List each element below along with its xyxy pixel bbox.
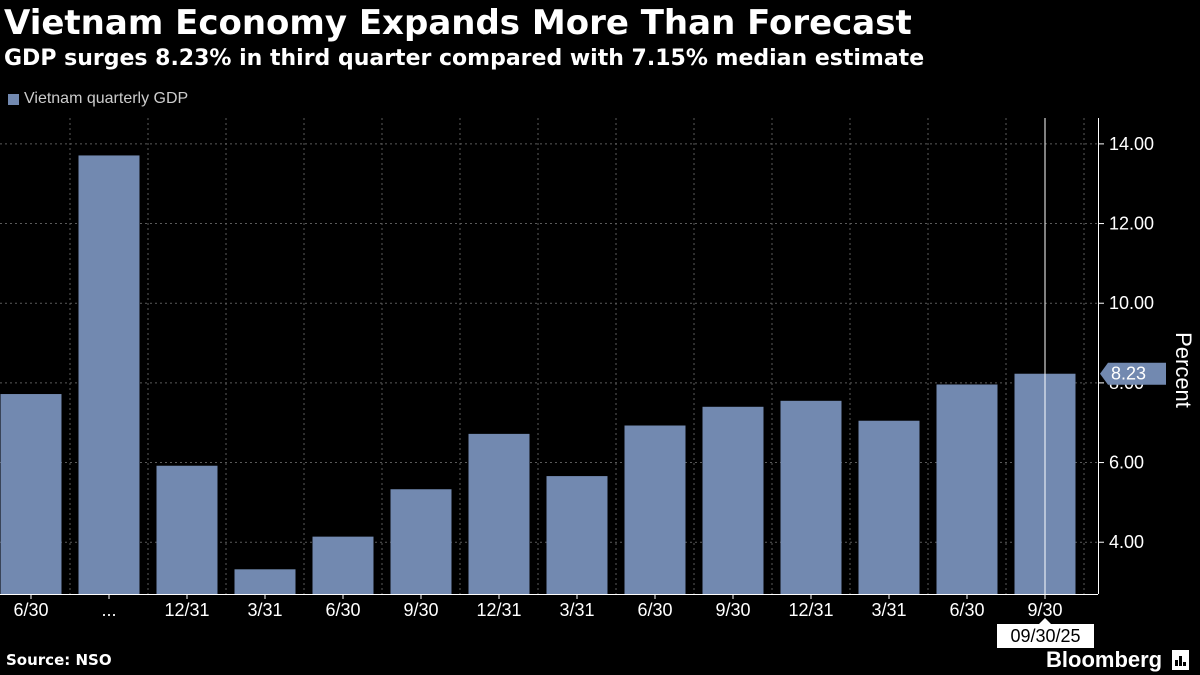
cursor-date-box (997, 624, 1094, 648)
brand-name: Bloomberg (1046, 647, 1163, 672)
bar (936, 384, 998, 594)
y-tick-label: 10.00 (1109, 293, 1154, 313)
cursor-date-pointer (1039, 618, 1051, 624)
legend: Vietnam quarterly GDP (8, 90, 188, 108)
y-tick-label: 4.00 (1109, 532, 1144, 552)
x-tick-label: 6/30 (637, 600, 672, 620)
bar (0, 394, 62, 594)
y-tick-label: 14.00 (1109, 134, 1154, 154)
x-tick-label: 6/30 (325, 600, 360, 620)
bar (858, 420, 920, 594)
bar (546, 476, 608, 594)
bar (234, 569, 296, 594)
x-tick-label: ... (101, 600, 116, 620)
bar (702, 406, 764, 594)
x-tick-label: 3/31 (871, 600, 906, 620)
bar (78, 155, 140, 594)
x-tick-label: 3/31 (247, 600, 282, 620)
legend-swatch (8, 93, 19, 105)
bar (156, 465, 218, 594)
last-value-tag (1100, 362, 1166, 385)
cursor-date-label: 09/30/25 (1010, 626, 1080, 646)
x-tick-label: 6/30 (949, 600, 984, 620)
source-label: Source: NSO (6, 651, 112, 669)
bar (468, 433, 530, 594)
x-tick-label: 6/30 (13, 600, 48, 620)
x-tick-label: 9/30 (403, 600, 438, 620)
x-tick-label: 9/30 (715, 600, 750, 620)
bar (312, 536, 374, 594)
y-axis-title: Percent (1171, 332, 1196, 408)
bar (624, 425, 686, 594)
y-tick-label: 6.00 (1109, 453, 1144, 473)
bar (390, 489, 452, 594)
x-tick-label: 12/31 (476, 600, 521, 620)
last-value-label: 8.23 (1111, 364, 1146, 384)
x-tick-label: 12/31 (788, 600, 833, 620)
legend-label: Vietnam quarterly GDP (24, 90, 189, 107)
bloomberg-logo: Bloomberg (1046, 647, 1190, 673)
x-tick-label: 3/31 (559, 600, 594, 620)
chart-title: Vietnam Economy Expands More Than Foreca… (4, 3, 912, 43)
y-tick-label: 12.00 (1109, 214, 1154, 234)
x-tick-label: 9/30 (1027, 600, 1062, 620)
chart-subtitle: GDP surges 8.23% in third quarter compar… (4, 46, 925, 71)
x-tick-label: 12/31 (164, 600, 209, 620)
bar (780, 400, 842, 594)
chart-logo-icon (1172, 650, 1190, 670)
